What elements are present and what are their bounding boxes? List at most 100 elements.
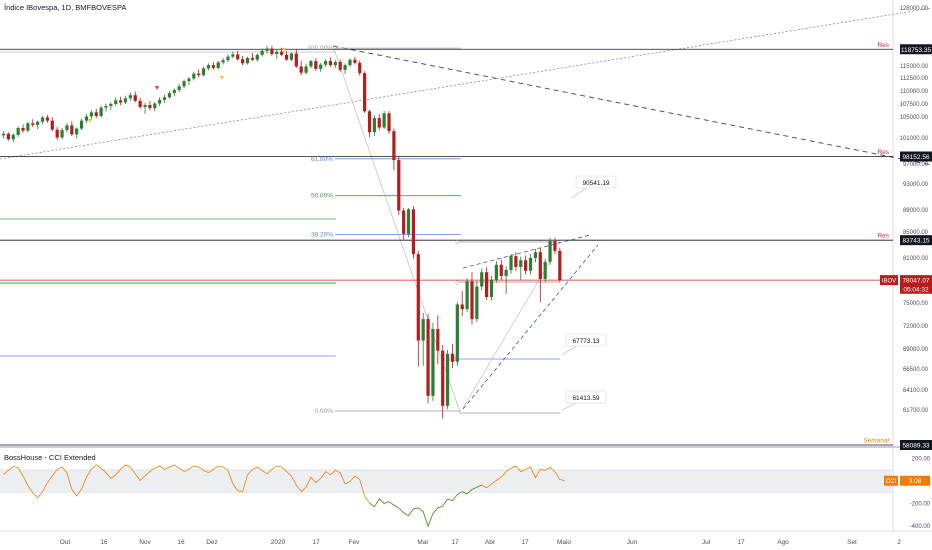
candle-body — [499, 264, 503, 276]
channel-upper-line — [462, 234, 591, 269]
candle-body — [284, 54, 289, 60]
candle-body — [104, 106, 108, 108]
price-axis-tick: 89000.00 — [903, 208, 929, 214]
candle-body — [426, 319, 430, 396]
candle-body — [299, 66, 303, 73]
price-label-box — [900, 275, 932, 286]
downtrend-line — [332, 45, 932, 166]
candle-body — [514, 256, 518, 267]
level-tag: Res — [877, 233, 889, 240]
time-axis-tick: Dez — [206, 539, 218, 546]
time-axis-tick: Fev — [349, 539, 361, 546]
annotation-label: 67773.13 — [572, 338, 599, 345]
candle-body — [192, 73, 196, 79]
fib-level-label: 38.20% — [311, 232, 333, 239]
candle-body — [475, 286, 479, 320]
cci-band — [0, 469, 893, 493]
candle-body — [392, 131, 396, 161]
candle-body — [319, 64, 323, 69]
annotation-box — [575, 175, 617, 189]
price-axis-tick: 61700.00 — [903, 408, 929, 414]
candle-body — [65, 125, 69, 131]
candle-body — [309, 61, 313, 67]
candle-body — [494, 264, 498, 280]
long-term-trendline — [0, 7, 932, 160]
candle-body — [358, 62, 362, 74]
candle-body — [148, 105, 152, 109]
cci-axis-tick: -400.00 — [910, 524, 931, 530]
cci-value-box — [900, 475, 930, 486]
symbol-tag: IBOV — [882, 279, 896, 285]
candle-body — [363, 73, 367, 112]
signal-marker — [88, 119, 92, 123]
candle-body — [397, 160, 401, 211]
candle-body — [11, 134, 15, 140]
candle-body — [382, 113, 386, 128]
candle-body — [182, 81, 186, 87]
candle-body — [289, 53, 294, 60]
candle-body — [460, 304, 464, 310]
candle-body — [201, 68, 206, 76]
candle-body — [294, 53, 298, 67]
fib-level-label: 100.00% — [307, 45, 333, 52]
candle-body — [177, 86, 181, 90]
candle-body — [187, 78, 191, 82]
price-axis-tick: 64100.00 — [903, 388, 929, 394]
price-label-box — [900, 44, 932, 55]
candle-body — [353, 59, 357, 63]
candle-body — [114, 100, 118, 104]
candle-body — [109, 104, 113, 107]
cci-line-oversold — [369, 484, 482, 528]
price-axis-tick: 101000.00 — [900, 136, 929, 142]
price-axis-tick: 97000.00 — [903, 162, 929, 168]
price-label-text: 58089.33 — [902, 442, 929, 449]
price-axis-tick: 110000.00 — [900, 89, 929, 95]
candle-body — [260, 50, 264, 55]
price-label-box — [900, 235, 932, 246]
candle-body — [455, 304, 459, 362]
candle-body — [367, 111, 372, 133]
price-label-text: 118753.35 — [901, 47, 932, 54]
candle-body — [436, 329, 440, 351]
fib-level-label: 61.80% — [311, 156, 333, 163]
cci-value: 3.08 — [909, 478, 922, 485]
candle-body — [26, 123, 30, 131]
time-axis-tick: 16 — [177, 539, 185, 546]
candle-body — [138, 100, 142, 108]
candle-body — [45, 117, 50, 121]
time-axis-tick: Ago — [777, 539, 789, 546]
candle-body — [338, 61, 342, 70]
candle-body — [162, 97, 167, 100]
price-label-box — [900, 151, 932, 162]
price-axis-tick: 128000.00 — [900, 6, 929, 12]
cci-axis-tick: -200.00 — [910, 501, 931, 507]
price-axis-tick: 81000.00 — [903, 256, 929, 262]
annotation-box — [565, 390, 607, 404]
candle-body — [489, 279, 494, 297]
time-axis-tick: Jun — [627, 539, 638, 546]
candle-body — [328, 61, 333, 66]
fib-anchor-line — [332, 45, 461, 413]
time-axis-tick: Out — [60, 539, 71, 546]
candle-body — [133, 95, 137, 101]
candle-body — [21, 128, 25, 131]
candle-body — [172, 89, 176, 94]
candle-body — [197, 73, 201, 76]
candle-body — [543, 261, 547, 279]
candle-body — [323, 61, 328, 65]
level-tag: Semanal — [863, 437, 889, 444]
secondary-fib-label: 0 — [455, 240, 459, 246]
candle-body — [348, 59, 352, 66]
price-label-text: 78047.07 — [902, 278, 929, 285]
price-axis-tick: 93000.00 — [903, 182, 929, 188]
candle-body — [153, 103, 157, 109]
annotation-label: 90541.19 — [582, 180, 609, 187]
time-axis-tick: Nov — [139, 539, 151, 546]
level-tag: Res — [877, 42, 889, 49]
price-axis-tick: 75000.00 — [903, 301, 929, 307]
chart-title: Índice IBovespa, 1D, BMFBOVESPA — [4, 3, 127, 12]
price-axis-tick: 115000.00 — [900, 64, 929, 70]
